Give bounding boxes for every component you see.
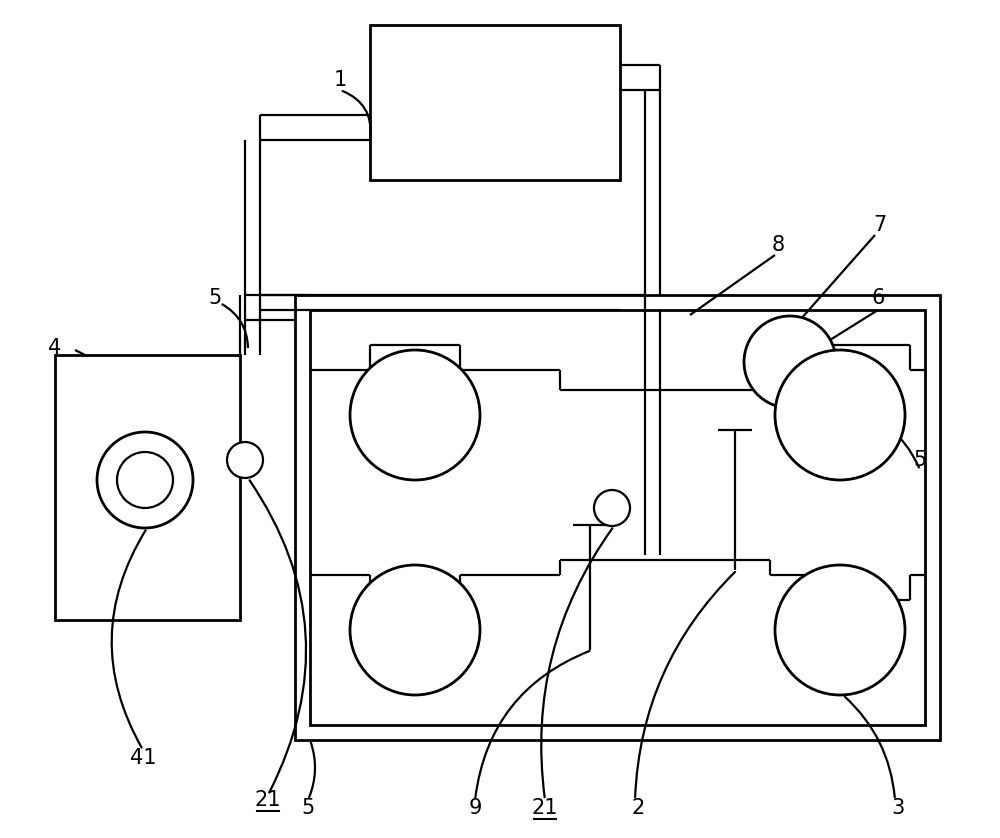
Text: 6: 6 (871, 288, 885, 308)
Text: 5: 5 (208, 288, 222, 308)
Circle shape (97, 432, 193, 528)
Circle shape (744, 316, 836, 408)
Text: 2: 2 (631, 798, 645, 818)
Bar (310, 310, 925, 725)
Text: 21: 21 (255, 790, 281, 810)
Text: 4: 4 (48, 338, 62, 358)
Text: 5: 5 (301, 798, 315, 818)
Bar (295, 295, 940, 740)
Text: 9: 9 (468, 798, 482, 818)
Bar (370, 25, 620, 180)
Text: 41: 41 (130, 748, 156, 768)
Circle shape (350, 565, 480, 695)
Bar (55, 355, 240, 620)
Text: 1: 1 (333, 70, 347, 90)
Circle shape (594, 490, 630, 526)
Text: 5: 5 (913, 450, 927, 470)
Text: 21: 21 (532, 798, 558, 818)
Circle shape (350, 350, 480, 480)
Circle shape (227, 442, 263, 478)
Text: 8: 8 (771, 235, 785, 255)
Bar (620, 310, 710, 415)
Text: 3: 3 (891, 798, 905, 818)
Circle shape (775, 350, 905, 480)
Circle shape (117, 452, 173, 508)
Text: 7: 7 (873, 215, 887, 235)
Circle shape (775, 565, 905, 695)
